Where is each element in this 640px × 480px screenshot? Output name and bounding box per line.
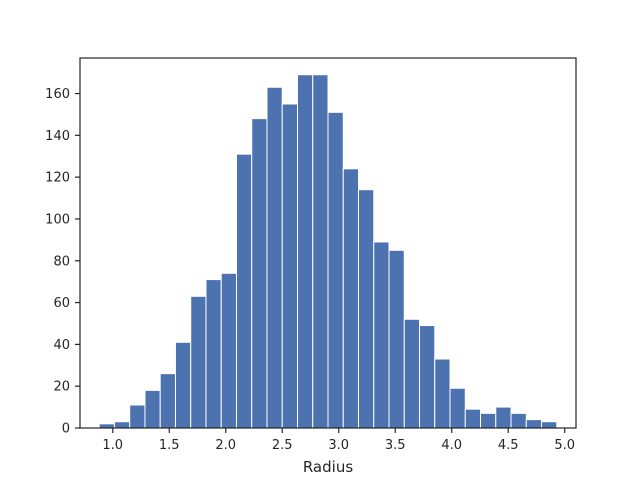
x-tick-label: 5.0 (554, 438, 575, 453)
x-axis-ticks: 1.0 1.5 2.0 2.5 3.0 3.5 4.0 4.5 5.0 (102, 428, 575, 453)
histogram-bar (266, 86, 283, 429)
histogram-bar (129, 404, 146, 429)
histogram-bar (510, 412, 527, 429)
histogram-bar (495, 406, 512, 429)
histogram-bar (235, 153, 253, 429)
x-tick-label: 1.0 (102, 438, 123, 453)
x-tick-label: 3.5 (385, 438, 406, 453)
histogram-bars (98, 74, 558, 429)
y-tick-label: 80 (53, 254, 70, 269)
histogram-bar (159, 373, 176, 429)
x-axis-label: Radius (303, 458, 353, 476)
histogram-bar (281, 103, 298, 429)
histogram-bar (342, 168, 360, 429)
y-axis-ticks: 0 20 40 60 80 100 120 140 160 (45, 87, 80, 437)
histogram-bar (312, 74, 329, 429)
histogram-bar (358, 189, 375, 429)
y-tick-label: 0 (62, 422, 70, 437)
y-tick-label: 60 (53, 296, 70, 311)
histogram-bar (327, 111, 344, 429)
histogram-bar (251, 118, 268, 429)
histogram-bar (174, 341, 192, 429)
x-tick-label: 2.5 (272, 438, 293, 453)
y-tick-label: 160 (45, 87, 70, 102)
histogram-bar (144, 389, 161, 429)
histogram-bar (541, 421, 558, 429)
x-tick-label: 2.0 (215, 438, 236, 453)
histogram-bar (220, 272, 237, 429)
histogram-bar (449, 387, 466, 429)
y-tick-label: 100 (45, 212, 70, 227)
histogram-bar (113, 421, 131, 429)
histogram-bar (434, 358, 451, 429)
histogram-bar (464, 408, 482, 429)
x-tick-label: 3.0 (328, 438, 349, 453)
histogram-bar (98, 423, 115, 429)
x-tick-label: 4.0 (441, 438, 462, 453)
histogram-bar (190, 295, 207, 429)
y-tick-label: 40 (53, 338, 70, 353)
y-tick-label: 20 (53, 380, 70, 395)
plot-frame (79, 57, 577, 429)
histogram-bar (373, 241, 390, 429)
histogram-bar (419, 325, 436, 429)
y-tick-label: 120 (45, 171, 70, 186)
histogram-bar (205, 279, 222, 429)
histogram-bar (480, 412, 497, 429)
histogram-bar (525, 419, 543, 429)
histogram-bar (403, 318, 421, 429)
histogram-bar (296, 74, 314, 429)
x-tick-label: 1.5 (159, 438, 180, 453)
y-tick-label: 140 (45, 129, 70, 144)
x-tick-label: 4.5 (498, 438, 519, 453)
histogram-bar (388, 249, 405, 429)
